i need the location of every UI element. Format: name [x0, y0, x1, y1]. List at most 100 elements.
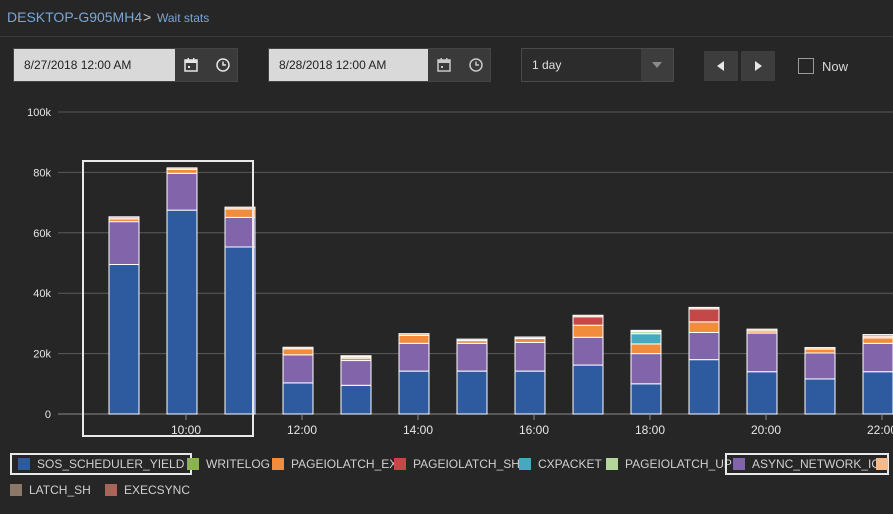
bar-segment[interactable] [398, 370, 430, 415]
bar-segment[interactable] [630, 343, 662, 355]
legend-item[interactable]: SOS_SCHEDULER_YIELD [10, 453, 193, 475]
start-date-picker: 8/27/2018 12:00 AM [13, 48, 238, 82]
now-label: Now [822, 59, 849, 74]
bar-segment[interactable] [688, 331, 720, 361]
legend-label: PAGEIOLATCH_EX [291, 457, 398, 471]
bar-segment[interactable] [688, 359, 720, 415]
calendar-icon[interactable] [175, 49, 207, 81]
triangle-left-icon [717, 61, 724, 71]
bar-segment[interactable] [688, 306, 720, 310]
bar-segment[interactable] [340, 384, 372, 415]
bar-segment[interactable] [688, 308, 720, 323]
bar-segment[interactable] [340, 360, 372, 386]
legend-swatch [519, 458, 531, 470]
breadcrumb-root[interactable]: DESKTOP-G905MH4 [7, 9, 143, 25]
highlight-box [82, 160, 254, 437]
start-date-input[interactable]: 8/27/2018 12:00 AM [14, 49, 175, 81]
bar-segment[interactable] [572, 316, 604, 326]
bar-segment[interactable] [746, 332, 778, 373]
y-tick-label: 0 [45, 409, 51, 421]
legend-item[interactable]: LATCH_SH [10, 479, 91, 501]
previous-period-button[interactable] [704, 51, 738, 81]
bar-segment[interactable] [572, 364, 604, 415]
bar-segment[interactable] [688, 321, 720, 333]
bar-segment[interactable] [108, 221, 140, 266]
bar-segment[interactable] [224, 246, 256, 415]
bar-segment[interactable] [166, 172, 198, 211]
bar-segment[interactable] [572, 324, 604, 338]
legend-swatch [733, 458, 745, 470]
bar-segment[interactable] [398, 342, 430, 372]
bar-segment[interactable] [804, 352, 836, 380]
bar-segment[interactable] [746, 371, 778, 415]
bar-segment[interactable] [862, 371, 893, 415]
bar-segment[interactable] [514, 338, 546, 343]
legend-swatch [105, 484, 117, 496]
bar-segment[interactable] [398, 334, 430, 344]
legend-swatch [606, 458, 618, 470]
range-dropdown[interactable]: 1 day [521, 48, 674, 82]
legend-label: SOS_SCHEDULER_YIELD [37, 457, 185, 471]
legend-swatch [18, 458, 30, 470]
x-tick-label: 14:00 [403, 423, 433, 437]
bar-segment[interactable] [282, 354, 314, 384]
bar-segment[interactable] [862, 342, 893, 373]
legend-item[interactable]: EXECSYNC [105, 479, 190, 501]
bar-segment[interactable] [514, 370, 546, 415]
bar-segment[interactable] [862, 337, 893, 344]
end-date-picker: 8/28/2018 12:00 AM [268, 48, 491, 82]
x-tick-label: 22:00 [867, 423, 893, 437]
range-value: 1 day [532, 58, 562, 72]
bar-segment[interactable] [630, 383, 662, 415]
calendar-icon[interactable] [428, 49, 460, 81]
bar-segment[interactable] [224, 206, 256, 210]
bar-segment[interactable] [456, 338, 488, 342]
end-date-input[interactable]: 8/28/2018 12:00 AM [269, 49, 428, 81]
wait-stats-chart: 100k 80k 60k 40k 20k 0 10:00 12:00 14:00 16:00 18:… [27, 107, 893, 437]
legend-item[interactable]: CXPACKET [519, 453, 602, 475]
legend-label: CXPACKET [538, 457, 602, 471]
clock-icon[interactable] [460, 49, 492, 81]
next-period-button[interactable] [741, 51, 775, 81]
bar-segment[interactable] [340, 355, 372, 358]
bar-segment[interactable] [514, 341, 546, 372]
triangle-right-icon [755, 61, 762, 71]
bar-segment[interactable] [862, 334, 893, 337]
bar-segment[interactable] [282, 348, 314, 356]
legend-item[interactable]: PAGEIOLATCH_SH [394, 453, 520, 475]
bar-segment[interactable] [282, 382, 314, 415]
legend-item[interactable] [876, 453, 893, 475]
bar-segment[interactable] [804, 348, 836, 354]
legend-item[interactable]: WRITELOG [187, 453, 270, 475]
legend-item[interactable]: PAGEIOLATCH_UP [606, 453, 732, 475]
legend-item[interactable]: ASYNC_NETWORK_IO [725, 453, 889, 475]
now-checkbox[interactable] [798, 58, 814, 74]
x-tick-label: 20:00 [751, 423, 781, 437]
legend-item[interactable]: PAGEIOLATCH_EX [272, 453, 397, 475]
bar-segment[interactable] [166, 167, 198, 170]
bar-segment[interactable] [572, 314, 604, 318]
bar-segment[interactable] [456, 370, 488, 415]
bar-segment[interactable] [746, 328, 778, 332]
y-tick-label: 100k [27, 107, 51, 119]
bar-segment[interactable] [630, 353, 662, 385]
chevron-down-icon[interactable] [641, 49, 673, 81]
bar-segment[interactable] [630, 333, 662, 345]
breadcrumb-separator-icon: > [143, 9, 152, 25]
bar-segment[interactable] [282, 346, 314, 350]
legend-label: PAGEIOLATCH_UP [625, 457, 732, 471]
bar-segment[interactable] [804, 347, 836, 350]
bar-segment[interactable] [630, 329, 662, 333]
bar-segment[interactable] [108, 216, 140, 220]
bar-segment[interactable] [804, 378, 836, 415]
bar-segment[interactable] [456, 342, 488, 372]
bar-segment[interactable] [166, 209, 198, 415]
x-tick-label: 12:00 [287, 423, 317, 437]
bar-segment[interactable] [398, 333, 430, 336]
legend-label: EXECSYNC [124, 483, 191, 497]
bar-segment[interactable] [108, 264, 140, 415]
header-bar: DESKTOP-G905MH4 > Wait stats [0, 0, 893, 37]
bar-segment[interactable] [514, 336, 546, 340]
bar-segment[interactable] [572, 336, 604, 366]
clock-icon[interactable] [207, 49, 239, 81]
